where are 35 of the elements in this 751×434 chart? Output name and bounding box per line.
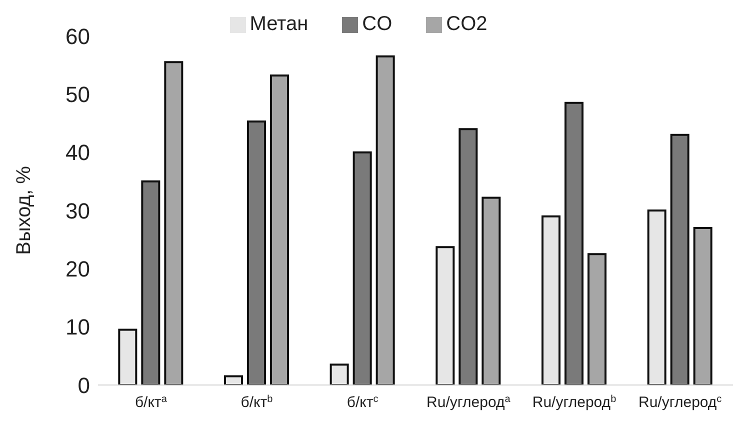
bar — [141, 180, 160, 385]
bar — [670, 134, 690, 385]
x-tick-label: Ru/углерод$^{a}$ — [426, 394, 511, 411]
y-tick-label: 40 — [66, 140, 90, 166]
y-tick-label: 30 — [66, 198, 90, 224]
bar — [330, 364, 349, 385]
bar — [693, 226, 712, 385]
y-tick-label: 50 — [66, 82, 90, 107]
x-tick-label: б/кт$^{a}$ — [134, 394, 168, 411]
bar — [542, 215, 560, 385]
x-tick-label: б/кт$^{c}$ — [346, 394, 378, 411]
legend-label: CO2 — [446, 13, 488, 35]
y-tick-label: 20 — [66, 256, 90, 282]
legend-label: CO — [362, 13, 392, 35]
bar — [588, 253, 606, 385]
y-tick-label: 0 — [78, 372, 90, 398]
bar — [458, 128, 478, 385]
bar — [564, 102, 584, 385]
bar — [482, 196, 501, 385]
bar — [436, 246, 455, 385]
y-tick-label: 10 — [66, 314, 90, 340]
bar — [376, 55, 395, 385]
y-axis-title: Выход, % — [13, 166, 36, 255]
bar — [270, 74, 289, 385]
bar — [224, 375, 243, 385]
x-tick-label: б/кт$^{b}$ — [240, 394, 274, 411]
legend-label: Метан — [250, 13, 308, 35]
x-tick-label: Ru/углерод$^{c}$ — [638, 394, 722, 411]
bar — [647, 210, 666, 385]
y-tick-label: 60 — [66, 24, 90, 49]
bar — [118, 328, 138, 385]
x-tick-label: Ru/углерод$^{b}$ — [532, 394, 617, 411]
bar — [352, 151, 372, 385]
bar — [164, 61, 184, 385]
bar — [247, 120, 266, 385]
